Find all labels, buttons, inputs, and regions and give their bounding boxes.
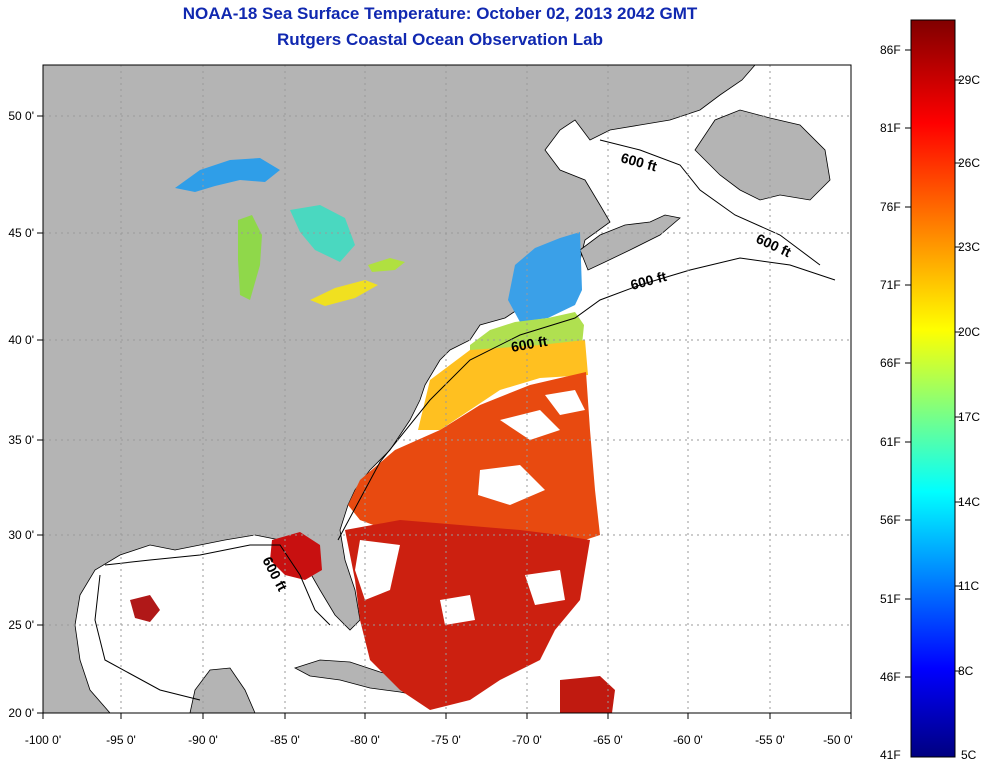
lat-tick-label: 35 0' (8, 433, 34, 447)
colorbar-label-f: 86F (880, 43, 901, 57)
lake-erie (310, 280, 378, 306)
colorbar-label-c: 29C (958, 73, 980, 87)
contour-label: 600 ft (510, 333, 549, 355)
colorbar-label-c: 11C (958, 579, 979, 593)
lake-michigan (238, 215, 262, 300)
lon-tick-label: -85 0' (270, 733, 300, 747)
land-yucatan (189, 667, 256, 713)
map-subtitle: Rutgers Coastal Ocean Observation Lab (277, 30, 603, 49)
lon-tick-label: -70 0' (512, 733, 542, 747)
lat-tick-label: 20 0' (8, 706, 34, 720)
colorbar-ticks (905, 49, 961, 678)
lon-tick-label: -75 0' (431, 733, 461, 747)
colorbar (910, 19, 956, 758)
colorbar-label-c: 17C (958, 410, 980, 424)
land-newfoundland (694, 109, 831, 201)
lat-tick-label: 25 0' (8, 618, 34, 632)
lat-tick-label: 45 0' (8, 226, 34, 240)
lon-tick-label: -80 0' (350, 733, 380, 747)
colorbar-label-c: 5C (961, 748, 977, 762)
colorbar-label-c: 26C (958, 156, 980, 170)
lon-tick-label: -60 0' (673, 733, 703, 747)
colorbar-label-c: 14C (958, 495, 980, 509)
lat-tick-label: 30 0' (8, 528, 34, 542)
lon-tick-label: -90 0' (188, 733, 218, 747)
colorbar-label-f: 66F (880, 356, 901, 370)
lon-tick-label: -55 0' (755, 733, 785, 747)
sst-caribbean (560, 676, 615, 713)
colorbar-label-f: 46F (880, 670, 901, 684)
lon-tick-label: -100 0' (25, 733, 61, 747)
lat-tick-label: 50 0' (8, 109, 34, 123)
lat-tick-label: 40 0' (8, 333, 34, 347)
lake-ontario (368, 258, 405, 272)
colorbar-label-f: 81F (880, 121, 901, 135)
map-title: NOAA-18 Sea Surface Temperature: October… (182, 4, 698, 23)
lake-superior (175, 158, 280, 192)
sst-florida-gulf (270, 532, 322, 580)
lon-tick-label: -65 0' (593, 733, 623, 747)
graticule (43, 65, 851, 713)
isobath-600ft (94, 139, 836, 701)
colorbar-label-f: 76F (880, 200, 901, 214)
axis-ticks (37, 115, 852, 719)
lon-tick-label: -50 0' (823, 733, 853, 747)
colorbar-label-f: 41F (880, 748, 901, 762)
sst-gulf-patch (130, 595, 160, 622)
land-nova-scotia (579, 214, 681, 271)
land-north-america (43, 65, 756, 713)
colorbar-label-f: 56F (880, 513, 901, 527)
colorbar-label-c: 20C (958, 325, 980, 339)
colorbar-label-f: 51F (880, 592, 901, 606)
cloud-cover (355, 390, 585, 625)
colorbar-label-c: 8C (958, 664, 974, 678)
lake-huron (290, 205, 355, 262)
sst-slope-water (418, 340, 588, 430)
colorbar-label-f: 71F (880, 278, 901, 292)
colorbar-label-c: 23C (958, 240, 980, 254)
lon-tick-label: -95 0' (106, 733, 136, 747)
map-frame (42, 64, 852, 714)
colorbar-label-f: 61F (880, 435, 901, 449)
